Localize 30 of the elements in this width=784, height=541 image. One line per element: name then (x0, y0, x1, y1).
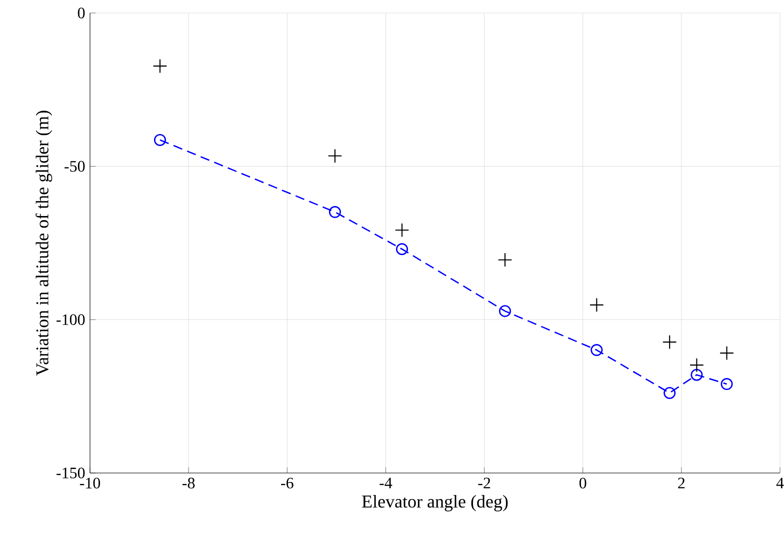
point (664, 386, 676, 399)
point (589, 298, 604, 312)
point (662, 334, 677, 350)
point (590, 344, 603, 356)
x-tick-label: 2 (678, 478, 685, 488)
x-tick-label: -8 (182, 478, 195, 488)
x-tick-label: -10 (80, 478, 100, 488)
y-tick-label: -150 (56, 468, 85, 478)
point (720, 378, 733, 390)
y-axis-title: Variation in altitude of the glider (m) (36, 110, 52, 376)
point (690, 358, 704, 372)
point (328, 148, 342, 164)
x-tick-label: 0 (579, 478, 586, 488)
point (720, 346, 734, 360)
x-tick-label: 4 (776, 478, 784, 488)
x-tick-label: -4 (380, 478, 392, 488)
point (394, 222, 410, 238)
x-tick-label: -6 (281, 478, 294, 488)
y-tick-label: -50 (64, 160, 85, 172)
point (154, 134, 166, 146)
x-axis-title: Elevator angle (deg) (362, 494, 508, 512)
y-tick-label: -100 (56, 314, 85, 326)
point (498, 252, 512, 268)
point (396, 243, 408, 256)
point (328, 206, 341, 218)
point (498, 305, 511, 318)
point (690, 368, 703, 381)
x-tick-label: -2 (478, 478, 490, 488)
y-tick-label: 0 (78, 8, 85, 18)
point (152, 58, 168, 74)
